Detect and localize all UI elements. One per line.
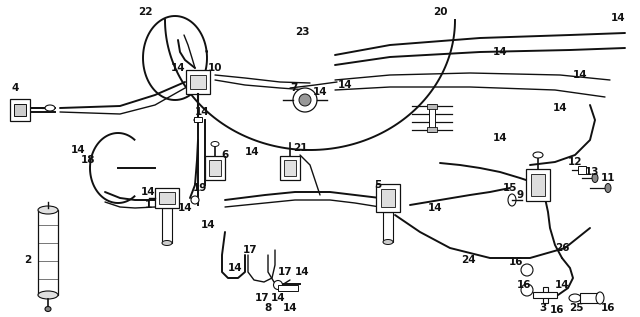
Text: 2: 2 bbox=[24, 255, 31, 265]
Bar bbox=[376, 184, 400, 212]
Text: 14: 14 bbox=[338, 80, 352, 90]
Bar bbox=[186, 70, 210, 94]
Ellipse shape bbox=[533, 152, 543, 158]
Bar bbox=[38, 210, 58, 295]
Bar bbox=[427, 104, 437, 109]
Bar bbox=[280, 156, 300, 180]
Bar bbox=[14, 104, 26, 116]
Ellipse shape bbox=[162, 241, 172, 245]
Ellipse shape bbox=[211, 141, 219, 146]
Text: 25: 25 bbox=[569, 303, 583, 313]
Text: 4: 4 bbox=[12, 83, 19, 93]
Text: 14: 14 bbox=[195, 107, 209, 117]
Bar bbox=[578, 166, 586, 174]
Text: 20: 20 bbox=[433, 7, 447, 17]
Text: 14: 14 bbox=[271, 293, 285, 303]
Ellipse shape bbox=[596, 292, 604, 304]
Text: 14: 14 bbox=[294, 267, 309, 277]
Text: 14: 14 bbox=[70, 145, 85, 155]
Bar bbox=[194, 117, 202, 122]
Text: 14: 14 bbox=[178, 203, 192, 213]
Ellipse shape bbox=[605, 184, 611, 192]
Bar bbox=[580, 293, 598, 303]
Ellipse shape bbox=[45, 307, 51, 312]
Circle shape bbox=[521, 264, 533, 276]
Text: 17: 17 bbox=[255, 293, 269, 303]
Bar bbox=[427, 127, 437, 132]
Text: 14: 14 bbox=[201, 220, 215, 230]
Text: 14: 14 bbox=[283, 303, 298, 313]
Text: 16: 16 bbox=[601, 303, 615, 313]
Bar bbox=[383, 212, 393, 242]
Text: 6: 6 bbox=[221, 150, 228, 160]
Bar bbox=[278, 285, 298, 291]
Text: 23: 23 bbox=[295, 27, 309, 37]
Text: 22: 22 bbox=[138, 7, 152, 17]
Text: 15: 15 bbox=[503, 183, 517, 193]
Ellipse shape bbox=[273, 281, 282, 289]
Text: 5: 5 bbox=[374, 180, 381, 190]
Ellipse shape bbox=[508, 194, 516, 206]
Bar bbox=[155, 188, 179, 208]
Text: 26: 26 bbox=[555, 243, 569, 253]
Text: 14: 14 bbox=[244, 147, 259, 157]
Ellipse shape bbox=[38, 206, 58, 214]
Text: 14: 14 bbox=[313, 87, 327, 97]
Bar bbox=[162, 208, 172, 243]
Text: 19: 19 bbox=[193, 183, 207, 193]
Text: 17: 17 bbox=[243, 245, 257, 255]
Bar bbox=[284, 160, 296, 176]
Text: 14: 14 bbox=[428, 203, 442, 213]
Text: 14: 14 bbox=[171, 63, 186, 73]
Text: 8: 8 bbox=[264, 303, 271, 313]
Text: 12: 12 bbox=[568, 157, 582, 167]
Bar bbox=[531, 174, 545, 196]
Bar bbox=[209, 160, 221, 176]
Text: 10: 10 bbox=[208, 63, 222, 73]
Text: 13: 13 bbox=[585, 167, 599, 177]
Text: 16: 16 bbox=[550, 305, 564, 315]
Circle shape bbox=[521, 284, 533, 296]
Text: 14: 14 bbox=[228, 263, 243, 273]
Bar bbox=[429, 104, 435, 132]
Ellipse shape bbox=[569, 294, 581, 302]
Bar bbox=[543, 287, 548, 303]
Ellipse shape bbox=[45, 105, 55, 111]
Bar bbox=[526, 169, 550, 201]
Ellipse shape bbox=[191, 196, 199, 204]
Ellipse shape bbox=[194, 118, 202, 122]
Text: 9: 9 bbox=[516, 190, 524, 200]
Text: 14: 14 bbox=[493, 47, 508, 57]
Bar bbox=[159, 192, 175, 204]
Text: 17: 17 bbox=[278, 267, 292, 277]
Text: 14: 14 bbox=[555, 280, 570, 290]
Text: 3: 3 bbox=[540, 303, 547, 313]
Text: 1: 1 bbox=[145, 200, 152, 210]
Bar bbox=[381, 189, 395, 207]
Ellipse shape bbox=[383, 240, 393, 244]
Circle shape bbox=[299, 94, 311, 106]
Text: 14: 14 bbox=[141, 187, 156, 197]
Text: 14: 14 bbox=[553, 103, 567, 113]
Ellipse shape bbox=[592, 173, 598, 183]
Text: 24: 24 bbox=[461, 255, 476, 265]
Bar bbox=[10, 99, 30, 121]
Bar bbox=[205, 156, 225, 180]
Circle shape bbox=[293, 88, 317, 112]
Text: 14: 14 bbox=[573, 70, 588, 80]
Text: 14: 14 bbox=[611, 13, 625, 23]
Text: 18: 18 bbox=[81, 155, 95, 165]
Bar bbox=[533, 292, 557, 298]
Ellipse shape bbox=[38, 291, 58, 299]
Bar bbox=[190, 75, 206, 89]
Text: 14: 14 bbox=[493, 133, 508, 143]
Text: 7: 7 bbox=[291, 83, 298, 93]
Text: 21: 21 bbox=[292, 143, 307, 153]
Text: 16: 16 bbox=[516, 280, 531, 290]
Text: 16: 16 bbox=[509, 257, 524, 267]
Text: 11: 11 bbox=[601, 173, 615, 183]
